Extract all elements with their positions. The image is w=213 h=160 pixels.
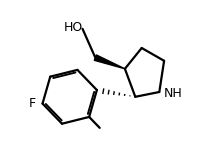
Text: NH: NH [163, 87, 182, 100]
Text: F: F [29, 97, 36, 110]
Polygon shape [94, 55, 125, 69]
Text: HO: HO [64, 21, 83, 34]
